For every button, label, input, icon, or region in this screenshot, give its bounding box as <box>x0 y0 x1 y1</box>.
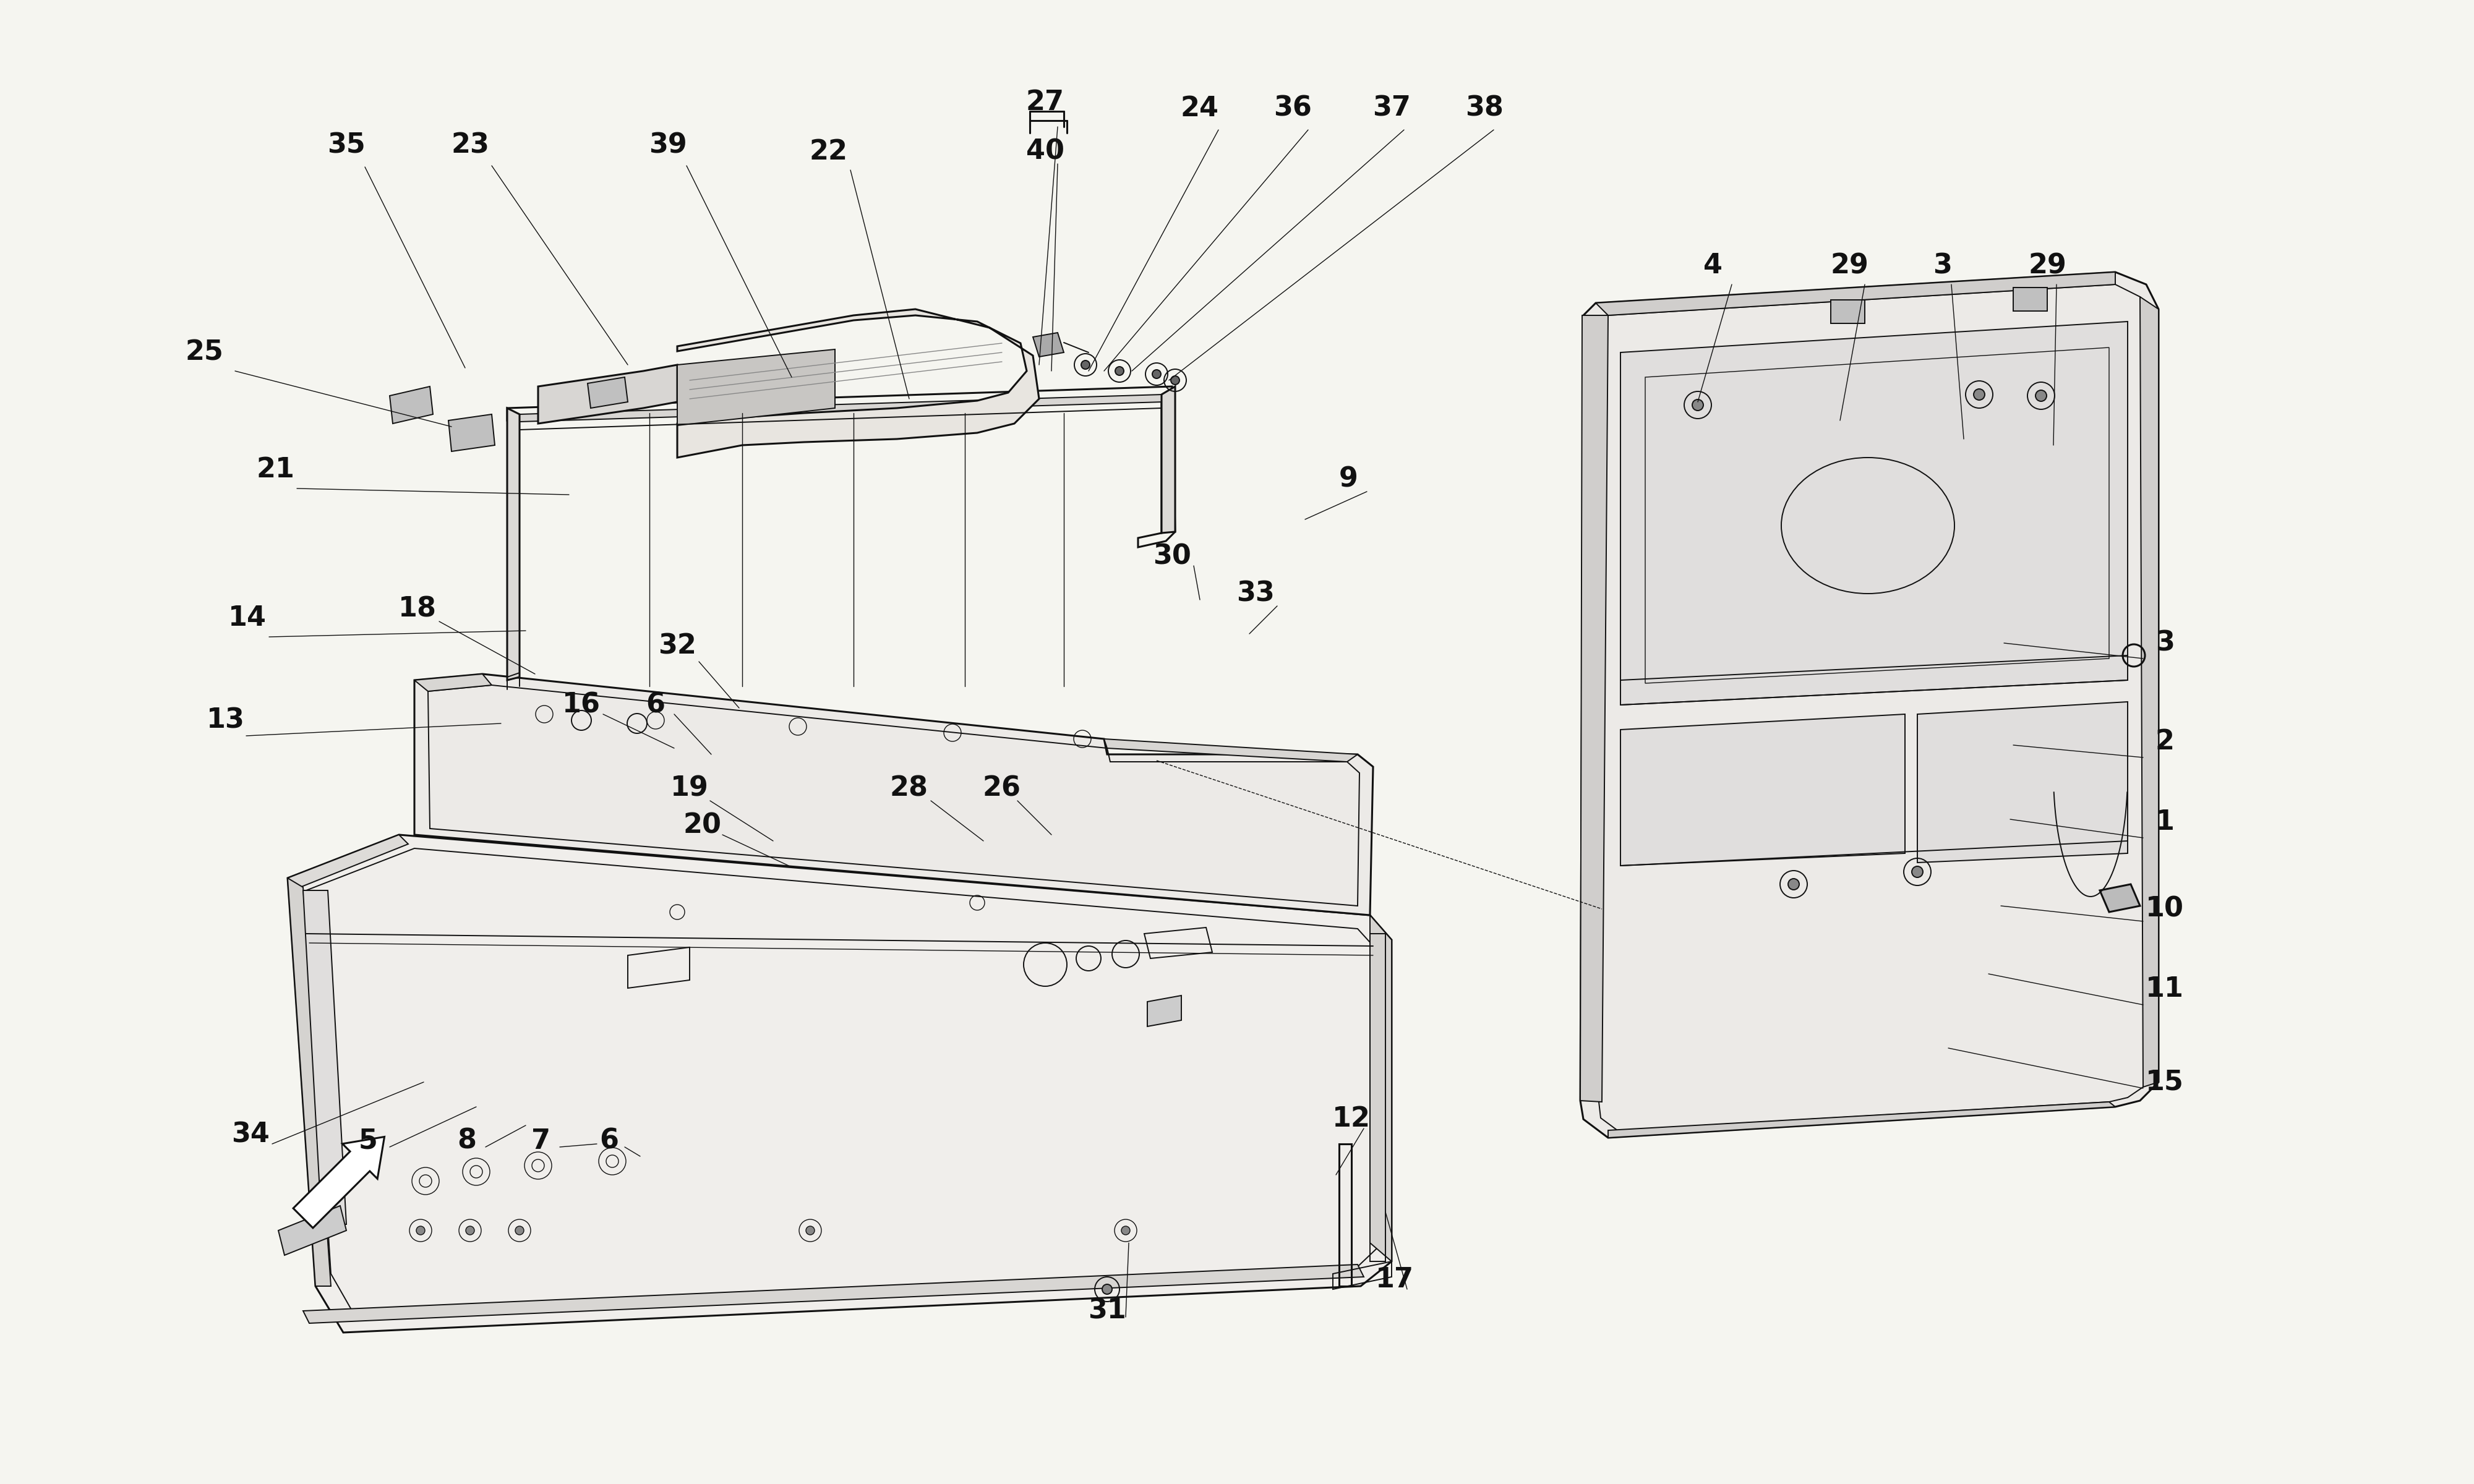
Polygon shape <box>448 414 495 451</box>
Polygon shape <box>1034 332 1064 356</box>
Circle shape <box>1170 375 1180 384</box>
Text: 39: 39 <box>648 132 688 159</box>
Polygon shape <box>1371 916 1390 1261</box>
Text: 7: 7 <box>532 1128 552 1155</box>
Text: 25: 25 <box>186 340 223 365</box>
Circle shape <box>1081 361 1089 370</box>
Polygon shape <box>287 879 332 1287</box>
Text: 10: 10 <box>2145 896 2185 922</box>
Polygon shape <box>1148 996 1183 1027</box>
Text: 9: 9 <box>1338 466 1358 493</box>
Circle shape <box>465 1226 475 1235</box>
Polygon shape <box>539 365 678 423</box>
Polygon shape <box>391 386 433 423</box>
Circle shape <box>1912 867 1922 877</box>
Text: 34: 34 <box>233 1122 270 1149</box>
Text: 6: 6 <box>599 1128 618 1155</box>
Text: 3: 3 <box>2155 629 2175 656</box>
Polygon shape <box>1581 315 1608 1101</box>
Circle shape <box>1103 1284 1113 1294</box>
Text: 11: 11 <box>2145 976 2185 1003</box>
Polygon shape <box>1596 272 2115 315</box>
Text: 13: 13 <box>208 706 245 733</box>
Text: 12: 12 <box>1331 1106 1371 1132</box>
Circle shape <box>1116 367 1123 375</box>
Text: 28: 28 <box>891 775 928 801</box>
Text: 37: 37 <box>1373 95 1410 122</box>
Polygon shape <box>302 890 346 1224</box>
Bar <box>2014 288 2048 312</box>
Text: 29: 29 <box>1831 252 1868 279</box>
Circle shape <box>1153 370 1160 378</box>
Polygon shape <box>678 309 1039 457</box>
Circle shape <box>1692 399 1702 411</box>
Polygon shape <box>1163 386 1175 533</box>
Text: 35: 35 <box>327 132 366 159</box>
Circle shape <box>807 1226 814 1235</box>
Text: 5: 5 <box>359 1128 379 1155</box>
Polygon shape <box>294 1137 383 1227</box>
Text: 27: 27 <box>1027 89 1064 116</box>
Polygon shape <box>1581 272 2157 1138</box>
Polygon shape <box>416 674 1373 916</box>
Text: 24: 24 <box>1180 95 1220 122</box>
Polygon shape <box>416 674 492 692</box>
Polygon shape <box>678 349 836 426</box>
Text: 19: 19 <box>670 775 708 801</box>
Circle shape <box>1974 389 1984 401</box>
Text: 29: 29 <box>2029 252 2066 279</box>
Polygon shape <box>507 408 520 680</box>
Text: 38: 38 <box>1465 95 1504 122</box>
Polygon shape <box>302 1264 1363 1324</box>
Circle shape <box>2036 390 2046 401</box>
Text: 22: 22 <box>809 138 849 165</box>
Text: 4: 4 <box>1705 252 1722 279</box>
Polygon shape <box>520 395 1163 421</box>
Text: 26: 26 <box>982 775 1022 801</box>
Text: 1: 1 <box>2155 809 2175 835</box>
Circle shape <box>1121 1226 1131 1235</box>
Text: 21: 21 <box>257 457 294 484</box>
Circle shape <box>1789 879 1799 890</box>
Polygon shape <box>589 377 628 408</box>
Text: 31: 31 <box>1089 1297 1126 1324</box>
Text: 23: 23 <box>450 132 490 159</box>
Polygon shape <box>287 834 1390 1333</box>
Text: 32: 32 <box>658 632 695 659</box>
Text: 17: 17 <box>1376 1267 1415 1293</box>
Text: 30: 30 <box>1153 543 1190 570</box>
Polygon shape <box>1917 702 2128 862</box>
Polygon shape <box>277 1205 346 1255</box>
Circle shape <box>416 1226 426 1235</box>
Text: 36: 36 <box>1274 95 1311 122</box>
Polygon shape <box>1620 322 2128 705</box>
Text: 40: 40 <box>1027 138 1064 165</box>
Polygon shape <box>287 834 408 887</box>
Text: 16: 16 <box>562 692 601 718</box>
Polygon shape <box>1608 1101 2115 1138</box>
Text: 6: 6 <box>646 692 666 718</box>
Polygon shape <box>1103 739 1358 761</box>
Circle shape <box>515 1226 524 1235</box>
Polygon shape <box>2100 884 2140 913</box>
Text: 2: 2 <box>2155 729 2175 755</box>
Text: 18: 18 <box>398 595 435 622</box>
Polygon shape <box>1620 714 1905 865</box>
Text: 14: 14 <box>228 605 267 632</box>
Text: 20: 20 <box>683 812 722 838</box>
Text: 8: 8 <box>458 1128 477 1155</box>
Text: 3: 3 <box>1932 252 1952 279</box>
Text: 15: 15 <box>2145 1068 2185 1095</box>
Bar <box>1831 300 1865 324</box>
Polygon shape <box>2140 297 2157 1086</box>
Text: 33: 33 <box>1237 580 1274 607</box>
